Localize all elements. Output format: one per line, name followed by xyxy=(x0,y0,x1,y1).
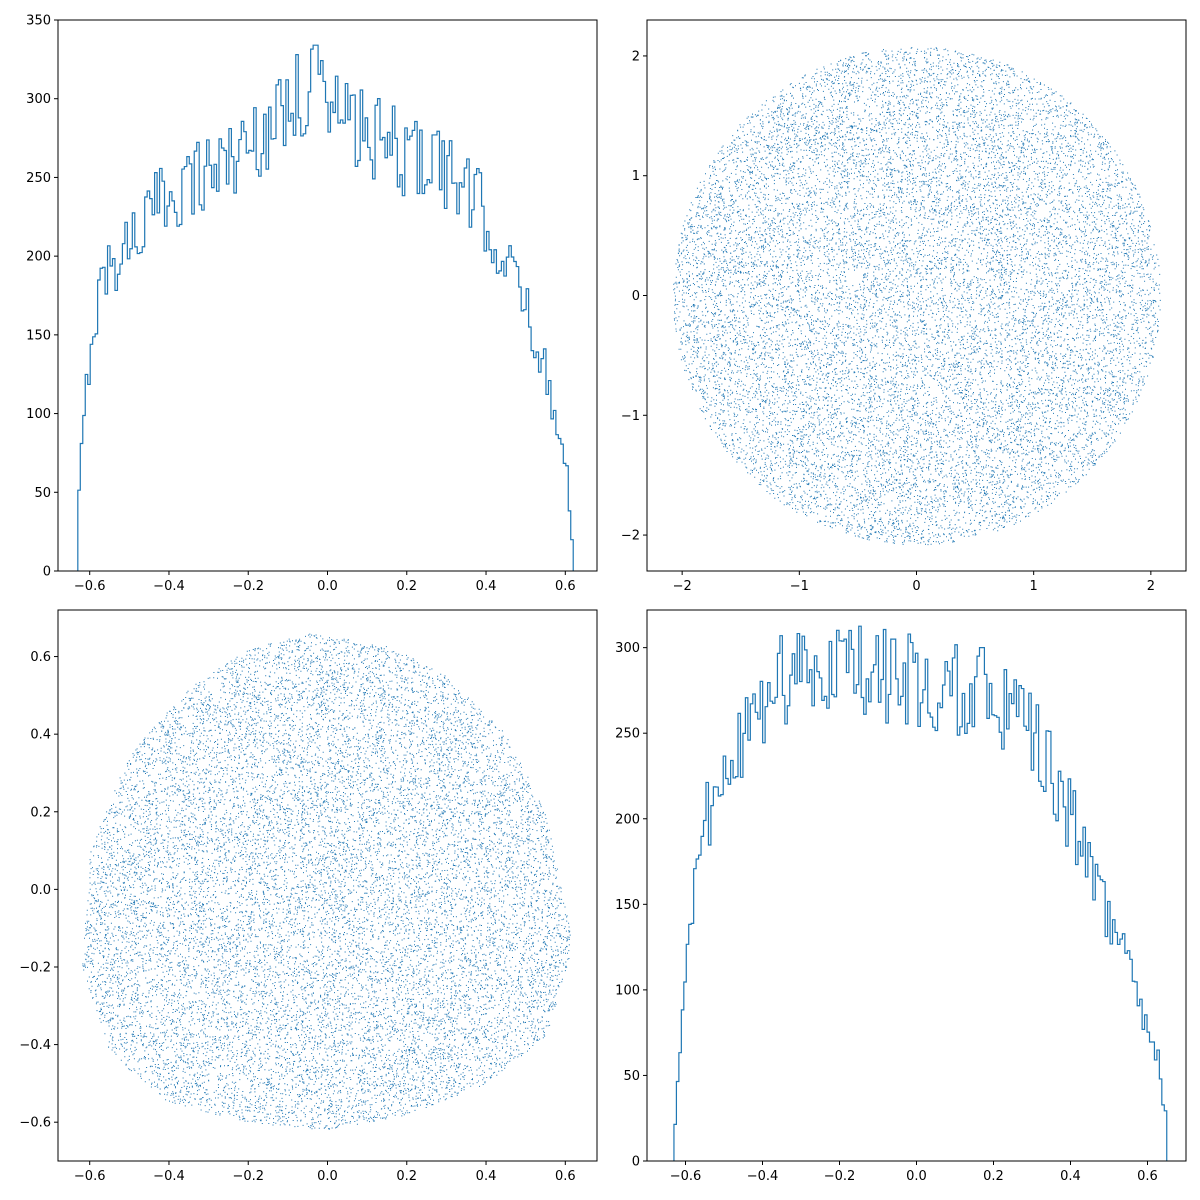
x-tick-label: −0.4 xyxy=(153,579,185,594)
bottom-left-scatter: −0.6 −0.4 −0.2 0.0 0.2 0.4 0.6 −0.6 −0.4 −0.2 0.0… xyxy=(19,609,598,1184)
y-axis-ticks: −2 −1 0 1 2 xyxy=(621,49,647,544)
x-axis-ticks: −2 −1 0 1 2 xyxy=(673,571,1155,594)
x-tick-label: 0.2 xyxy=(396,579,417,594)
x-tick-label: −1 xyxy=(790,579,809,594)
y-tick-label: 1 xyxy=(632,169,640,184)
x-tick-label: −0.2 xyxy=(824,1169,856,1184)
x-tick-label: 0.2 xyxy=(396,1169,417,1184)
y-tick-label: 0.2 xyxy=(30,805,51,820)
x-tick-label: 0.2 xyxy=(983,1169,1004,1184)
y-tick-label: 50 xyxy=(34,486,51,501)
y-tick-label: 250 xyxy=(615,727,640,742)
x-tick-label: 0.0 xyxy=(317,1169,338,1184)
x-tick-label: 0.0 xyxy=(906,1169,927,1184)
y-tick-label: −0.6 xyxy=(19,1116,51,1131)
y-tick-label: 350 xyxy=(26,14,51,29)
x-tick-label: −2 xyxy=(673,579,692,594)
y-tick-label: 200 xyxy=(26,250,51,265)
y-tick-label: −2 xyxy=(621,529,640,544)
y-tick-label: 50 xyxy=(623,1069,640,1084)
x-tick-label: −0.2 xyxy=(232,1169,264,1184)
x-tick-label: −0.6 xyxy=(670,1169,702,1184)
x-tick-label: −0.6 xyxy=(74,1169,106,1184)
x-tick-label: 0.4 xyxy=(476,579,497,594)
x-tick-label: −0.4 xyxy=(153,1169,185,1184)
y-tick-label: 2 xyxy=(632,49,640,64)
x-tick-label: −0.6 xyxy=(74,579,106,594)
y-tick-label: 200 xyxy=(615,812,640,827)
top-right-scatter: −2 −1 0 1 2 −2 −1 0 1 2 xyxy=(621,19,1187,594)
x-axis-ticks: −0.6 −0.4 −0.2 0.0 0.2 0.4 0.6 xyxy=(74,1161,576,1184)
y-tick-label: 0 xyxy=(632,1155,640,1170)
y-tick-label: 250 xyxy=(26,171,51,186)
x-tick-label: 1 xyxy=(1030,579,1038,594)
y-tick-label: 0.0 xyxy=(30,883,51,898)
y-tick-label: 0.6 xyxy=(30,650,51,665)
x-axis-ticks: −0.6 −0.4 −0.2 0.0 0.2 0.4 0.6 xyxy=(74,571,576,594)
y-tick-label: −0.4 xyxy=(19,1038,51,1053)
histogram-marks xyxy=(77,44,574,571)
x-tick-label: 0.6 xyxy=(555,1169,576,1184)
y-tick-label: 0 xyxy=(43,565,51,580)
y-axis-ticks: 0 50 100 150 200 250 300 xyxy=(615,641,647,1170)
y-tick-label: 0 xyxy=(632,289,640,304)
x-tick-label: −0.2 xyxy=(232,579,264,594)
x-tick-label: 0.4 xyxy=(1060,1169,1081,1184)
histogram-step-line xyxy=(673,625,1168,1161)
y-tick-label: 100 xyxy=(26,407,51,422)
top-left-histogram: −0.6 −0.4 −0.2 0.0 0.2 0.4 0.6 0 50 100 150 200 250… xyxy=(26,14,598,594)
y-tick-label: 0.4 xyxy=(30,728,51,743)
x-tick-label: 0.6 xyxy=(555,579,576,594)
y-tick-label: 150 xyxy=(26,328,51,343)
x-tick-label: 0.0 xyxy=(317,579,338,594)
y-tick-label: 150 xyxy=(615,898,640,913)
y-tick-label: 300 xyxy=(26,92,51,107)
y-axis-ticks: 0 50 100 150 200 250 300 350 xyxy=(26,14,58,580)
bottom-right-histogram: −0.6 −0.4 −0.2 0.0 0.2 0.4 0.6 0 50 100 150 200 250… xyxy=(615,609,1187,1184)
histogram-marks xyxy=(673,625,1168,1161)
x-tick-label: 0.4 xyxy=(476,1169,497,1184)
x-tick-label: 0 xyxy=(912,579,920,594)
x-tick-label: −0.4 xyxy=(747,1169,779,1184)
y-axis-ticks: −0.6 −0.4 −0.2 0.0 0.2 0.4 0.6 xyxy=(19,650,58,1131)
x-tick-label: 0.6 xyxy=(1137,1169,1158,1184)
x-tick-label: 2 xyxy=(1147,579,1155,594)
histogram-step-line xyxy=(77,44,574,571)
y-tick-label: 300 xyxy=(615,641,640,656)
y-tick-label: −1 xyxy=(621,409,640,424)
x-axis-ticks: −0.6 −0.4 −0.2 0.0 0.2 0.4 0.6 xyxy=(670,1161,1158,1184)
y-tick-label: 100 xyxy=(615,983,640,998)
y-tick-label: −0.2 xyxy=(19,960,51,975)
